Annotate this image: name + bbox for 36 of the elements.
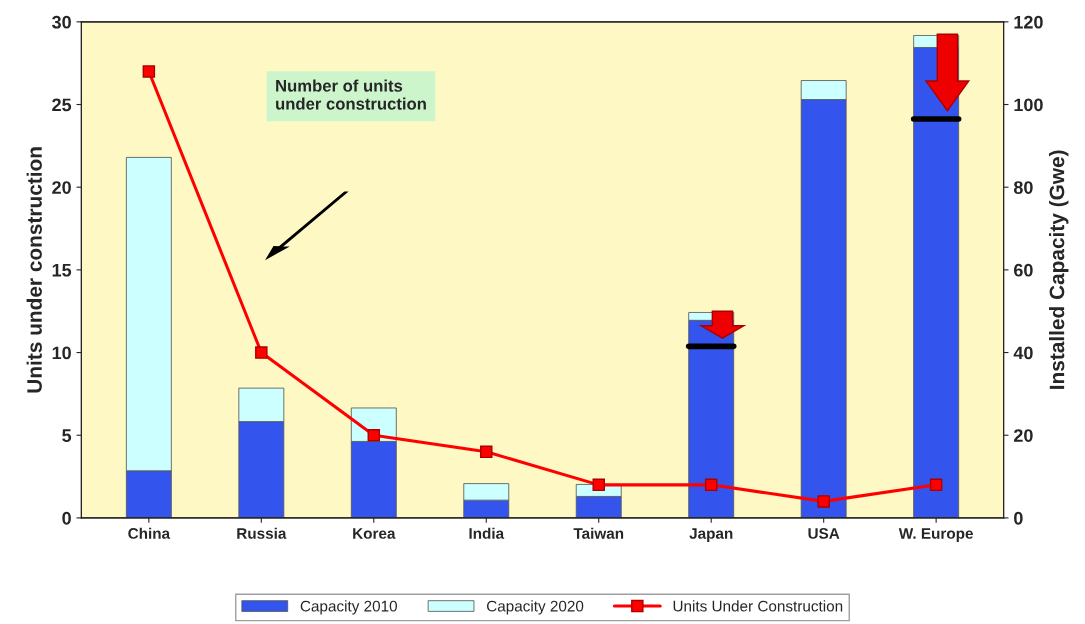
y2-tick-label: 0 [1014,511,1023,525]
legend-label: Capacity 2020 [486,600,584,615]
y2-tick-label: 100 [1014,98,1043,112]
y2-tick-label: 20 [1013,429,1033,442]
y2-tick-label: 120 [1014,15,1043,29]
y2-tick-label: 40 [1013,346,1033,360]
point [142,65,156,78]
y-tick-label: 20 [52,181,71,194]
y2-tick-label: 60 [1014,263,1033,277]
y-tick-label: 30 [51,15,71,29]
y-axis-title: Units under construction [26,147,42,393]
point [255,346,268,359]
x-tick-label: Japan [689,528,733,542]
x-tick-label: China [128,527,171,539]
y2-tick-label: 80 [1013,181,1033,194]
y-tick-label: 0 [62,511,71,525]
legend-label: Capacity 2010 [300,600,397,615]
point [367,428,381,442]
x-tick-label: W. Europe [898,528,973,542]
x-tick-label: India [469,527,505,539]
annotation: Number of units under construction [276,79,426,110]
y-tick-label: 25 [52,98,72,112]
legend-label: Units Under Construction [673,600,843,612]
y2-axis-title: Installed Capacity (Gwe) [1049,150,1069,389]
x-tick-label: USA [808,528,840,539]
x-tick-label: Korea [353,528,396,539]
x-tick-label: Taiwan [573,527,624,539]
point [480,445,493,459]
y-tick-label: 5 [62,429,72,442]
y-tick-label: 10 [52,346,71,360]
y-tick-label: 15 [52,264,72,277]
point [929,478,943,492]
point [592,478,605,492]
point [817,495,830,508]
x-tick-label: Russia [237,527,287,539]
point [704,478,718,492]
